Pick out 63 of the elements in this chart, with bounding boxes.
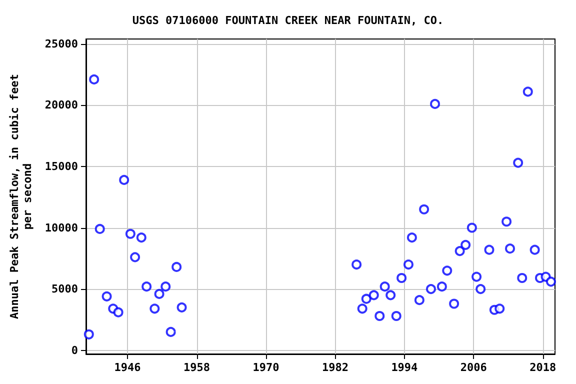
point [430,98,440,109]
y-tick-label: 0 [71,344,78,357]
point [406,232,417,243]
point [396,273,407,284]
point [368,290,379,300]
point [530,244,540,255]
point [380,282,390,292]
y-tick-label: 5000 [52,282,78,296]
point [476,284,486,294]
y-tick-label: 10000 [44,221,78,234]
point [176,302,187,312]
x-tick-label: 1946 [114,361,142,374]
point [505,244,516,254]
point [154,288,164,299]
point [94,224,105,234]
point [166,326,176,337]
point [442,266,452,276]
point [160,282,171,292]
y-tick-label: 25000 [44,37,78,50]
chart-title: USGS 07106000 FOUNTAIN CREEK NEAR FOUNTAIN, CO. [132,14,444,27]
point [357,304,368,314]
point [522,86,533,97]
point [142,282,152,292]
point [136,232,146,243]
y-tick-label: 15000 [44,160,78,173]
point [419,204,430,214]
point [119,174,130,185]
x-tick-label: 1958 [184,361,210,374]
point [125,228,136,239]
point [102,291,112,302]
x-tick-label: 1994 [391,361,418,374]
point [484,244,494,255]
point [150,304,160,314]
point [172,262,182,272]
point [361,294,372,304]
point [449,298,460,309]
point [472,272,482,282]
point [403,260,414,270]
x-tick-label: 2006 [460,361,488,374]
point [130,252,140,262]
point [374,311,385,321]
point [352,260,362,270]
point [546,276,556,287]
point [517,273,528,284]
point [460,240,471,250]
point [426,284,436,294]
point [386,290,396,300]
x-tick-label: 1970 [252,361,280,374]
y-axis-title: Annual Peak Streamflow, in cubic feet per second [8,74,34,320]
point [436,282,447,292]
point [113,307,124,318]
point [414,295,424,306]
point [502,216,512,227]
point [466,222,477,233]
point [84,329,94,340]
point [513,158,524,168]
point [89,74,100,84]
point [391,311,402,321]
y-tick-label: 20000 [44,98,78,112]
point [494,304,505,314]
point [454,246,465,256]
x-tick-label: 1982 [322,361,348,374]
x-tick-label: 2018 [530,361,556,374]
